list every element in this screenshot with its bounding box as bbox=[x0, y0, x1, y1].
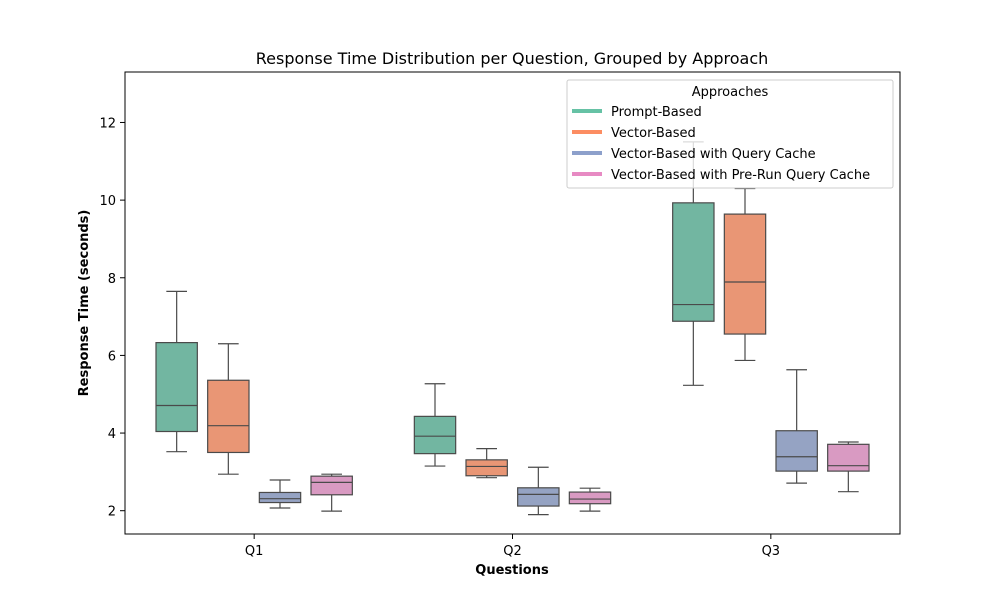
y-axis-label: Response Time (seconds) bbox=[77, 210, 92, 397]
box-iqr bbox=[465, 459, 508, 477]
legend: Approaches Prompt-Based Vector-Based Vecto… bbox=[566, 79, 894, 189]
box-vector-based-with-query-cache-q3 bbox=[775, 369, 818, 484]
box-iqr bbox=[310, 475, 353, 496]
legend-item: Vector-Based with Query Cache bbox=[572, 147, 816, 162]
y-tick-label: 4 bbox=[108, 427, 116, 442]
box-vector-based-with-query-cache-q1 bbox=[258, 479, 302, 509]
box-iqr bbox=[517, 487, 560, 507]
legend-item: Vector-Based bbox=[572, 126, 696, 141]
y-tick-label: 12 bbox=[99, 116, 116, 131]
box-iqr bbox=[568, 491, 612, 505]
legend-frame bbox=[566, 79, 894, 189]
box-vector-based-with-query-cache-q2 bbox=[517, 466, 560, 516]
y-tick-label: 2 bbox=[108, 505, 116, 520]
legend-label: Vector-Based with Pre-Run Query Cache bbox=[611, 168, 870, 183]
x-axis: Q1 Q2 Q3 bbox=[245, 534, 780, 559]
chart-title: Response Time Distribution per Question,… bbox=[256, 49, 769, 68]
box-prompt-based-q1 bbox=[155, 290, 198, 453]
y-tick-label: 8 bbox=[108, 272, 116, 287]
box-vector-based-q3 bbox=[723, 187, 767, 362]
box-iqr bbox=[207, 379, 250, 454]
x-tick-label: Q3 bbox=[762, 544, 781, 559]
y-tick-label: 6 bbox=[108, 349, 116, 364]
box-vector-based-with-pre-run-query-cache-q3 bbox=[827, 441, 870, 493]
box-vector-based-with-pre-run-query-cache-q2 bbox=[568, 487, 612, 512]
y-tick-label: 10 bbox=[99, 194, 116, 209]
box-prompt-based-q2 bbox=[413, 383, 457, 467]
legend-label: Vector-Based with Query Cache bbox=[611, 147, 816, 162]
y-axis: 2 4 6 8 10 12 bbox=[99, 116, 125, 520]
plot-area bbox=[155, 141, 870, 516]
legend-items: Prompt-Based Vector-Based Vector-Based wit… bbox=[572, 105, 870, 183]
box-vector-based-q2 bbox=[465, 447, 508, 479]
x-tick-label: Q1 bbox=[245, 544, 264, 559]
legend-label: Vector-Based bbox=[611, 126, 696, 141]
box-iqr bbox=[723, 213, 767, 335]
box-vector-based-with-pre-run-query-cache-q1 bbox=[310, 473, 353, 512]
legend-label: Prompt-Based bbox=[611, 105, 702, 120]
box-iqr bbox=[672, 202, 715, 322]
legend-title: Approaches bbox=[692, 85, 769, 100]
box-prompt-based-q3 bbox=[672, 141, 715, 386]
box-iqr bbox=[155, 342, 198, 433]
box-iqr bbox=[413, 415, 457, 455]
x-tick-label: Q2 bbox=[503, 544, 522, 559]
box-vector-based-q1 bbox=[207, 343, 250, 475]
legend-item: Prompt-Based bbox=[572, 105, 702, 120]
legend-item: Vector-Based with Pre-Run Query Cache bbox=[572, 168, 870, 183]
box-iqr bbox=[258, 491, 302, 504]
box-iqr bbox=[775, 430, 818, 472]
x-axis-label: Questions bbox=[475, 563, 549, 578]
box-iqr bbox=[827, 443, 870, 472]
